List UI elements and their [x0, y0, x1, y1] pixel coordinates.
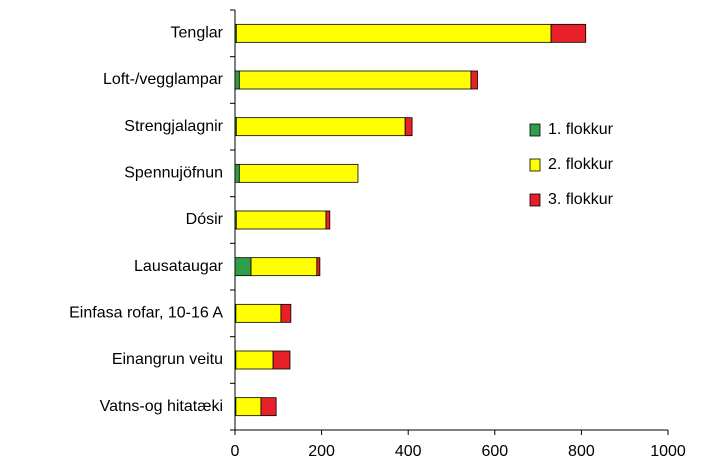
bar-segment: [235, 210, 327, 230]
bar-segment: [234, 70, 240, 90]
y-tick-label: Lausataugar: [134, 258, 224, 275]
bar-segment: [470, 70, 478, 90]
bar-segment: [280, 303, 292, 323]
x-tick-label: 800: [568, 443, 595, 460]
y-tick-label: Spennujöfnun: [124, 165, 223, 182]
x-tick-label: 1000: [650, 443, 686, 460]
bar-segment: [235, 350, 274, 370]
y-tick-label: Einfasa rofar, 10-16 A: [69, 305, 223, 322]
bar-segment: [235, 23, 552, 43]
bar-segment: [316, 257, 321, 277]
y-tick-label: Einangrun veitu: [112, 351, 223, 368]
y-tick-label: Loft-/vegglampar: [103, 71, 224, 88]
x-tick-label: 200: [308, 443, 335, 460]
bar-segment: [234, 163, 240, 183]
bar-segment: [325, 210, 331, 230]
bar-segment: [272, 350, 291, 370]
bar-segment: [235, 117, 406, 137]
bar-segment: [260, 397, 277, 417]
bar-segment: [404, 117, 413, 137]
bar-segment: [235, 303, 282, 323]
x-tick-label: 400: [395, 443, 422, 460]
x-tick-label: 0: [231, 443, 240, 460]
y-tick-label: Dósir: [186, 211, 224, 228]
bar-segment: [238, 70, 472, 90]
legend-label: 2. flokkur: [548, 156, 614, 173]
legend-label: 3. flokkur: [548, 191, 614, 208]
legend-marker: [529, 193, 541, 207]
y-tick-label: Vatns-og hitatæki: [100, 398, 223, 415]
legend-label: 1. flokkur: [548, 121, 614, 138]
legend-marker: [529, 123, 541, 137]
bar-segment: [238, 163, 359, 183]
bar-segment: [235, 397, 262, 417]
y-tick-label: Strengjalagnir: [124, 118, 223, 135]
bar-segment: [234, 257, 252, 277]
x-tick-label: 600: [481, 443, 508, 460]
legend-marker: [529, 158, 541, 172]
bar-segment: [250, 257, 318, 277]
y-tick-label: Tenglar: [171, 25, 224, 42]
bar-segment: [550, 23, 587, 43]
